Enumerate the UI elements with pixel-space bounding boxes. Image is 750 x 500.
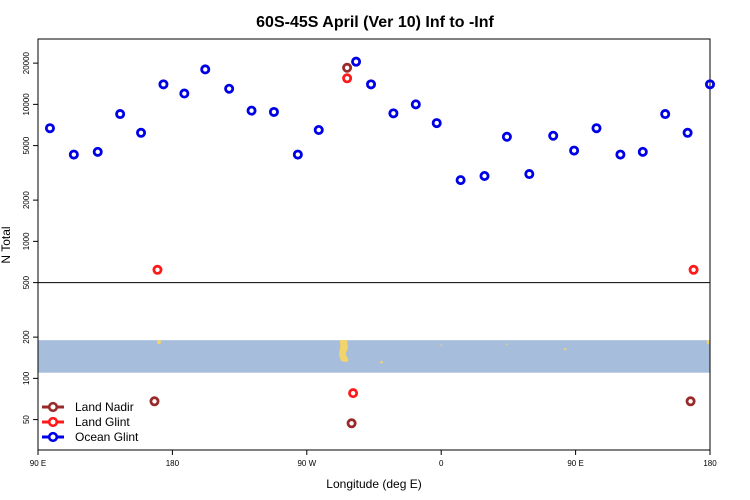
- point-ocean-glint: [246, 105, 257, 116]
- y-axis-label: N Total: [0, 226, 13, 263]
- point-land-glint: [348, 388, 359, 399]
- land-island: [156, 340, 161, 345]
- point-ocean-glint: [569, 145, 580, 156]
- point-ocean-glint: [548, 130, 559, 141]
- point-ocean-glint: [660, 109, 671, 120]
- land-south-america: [338, 340, 349, 363]
- point-ocean-glint: [410, 99, 421, 110]
- point-land-glint: [342, 73, 353, 84]
- legend-item-land-glint: Land Glint: [42, 415, 130, 429]
- point-land-nadir: [342, 62, 353, 73]
- point-ocean-glint: [224, 83, 235, 94]
- point-ocean-glint: [115, 109, 126, 120]
- point-ocean-glint: [591, 123, 602, 134]
- x-tick-label: 180: [703, 459, 717, 468]
- legend-item-land-nadir: Land Nadir: [42, 400, 134, 414]
- point-ocean-glint: [136, 127, 147, 138]
- x-tick-label: 0: [439, 459, 444, 468]
- point-ocean-glint: [268, 106, 279, 117]
- point-ocean-glint: [431, 118, 442, 129]
- y-axis: 50 100 200 500 1000 2000 5000 10000 20000: [22, 51, 38, 424]
- legend-label-land-nadir: Land Nadir: [75, 400, 134, 414]
- land-island: [440, 344, 443, 347]
- land-island: [380, 360, 383, 364]
- legend-item-ocean-glint: Ocean Glint: [42, 430, 139, 444]
- point-land-nadir: [685, 396, 696, 407]
- y-tick-label: 5000: [22, 136, 31, 154]
- y-tick-label: 1000: [22, 232, 31, 250]
- point-ocean-glint: [292, 149, 303, 160]
- x-axis-label: Longitude (deg E): [326, 477, 421, 491]
- y-tick-label: 50: [22, 415, 31, 424]
- plot-frame: [37, 38, 711, 451]
- y-tick-label: 10000: [22, 93, 31, 116]
- point-ocean-glint: [705, 79, 716, 90]
- y-tick-label: 100: [22, 371, 31, 385]
- point-ocean-glint: [388, 108, 399, 119]
- land-island: [506, 343, 508, 345]
- y-tick-label: 2000: [22, 191, 31, 209]
- legend: Land Nadir Land Glint Ocean Glint: [42, 400, 139, 444]
- point-ocean-glint: [615, 149, 626, 160]
- point-ocean-glint: [200, 64, 211, 75]
- x-tick-label: 90 W: [297, 459, 316, 468]
- ocean-band: [38, 340, 710, 373]
- map-strip: [38, 340, 711, 373]
- point-ocean-glint: [44, 123, 55, 134]
- point-ocean-glint: [158, 79, 169, 90]
- point-ocean-glint: [479, 170, 490, 181]
- point-land-nadir: [149, 396, 160, 407]
- x-tick-label: 180: [166, 459, 180, 468]
- point-ocean-glint: [366, 79, 377, 90]
- legend-label-land-glint: Land Glint: [75, 415, 130, 429]
- x-tick-label: 90 E: [567, 459, 583, 468]
- chart-title: 60S-45S April (Ver 10) Inf to -Inf: [256, 14, 494, 31]
- point-ocean-glint: [179, 88, 190, 99]
- point-ocean-glint: [351, 56, 362, 67]
- x-axis: 90 E 180 90 W 0 90 E 180: [30, 450, 717, 468]
- point-land-nadir: [346, 418, 357, 429]
- y-tick-label: 20000: [22, 51, 31, 74]
- point-ocean-glint: [455, 175, 466, 186]
- point-ocean-glint: [68, 149, 79, 160]
- y-tick-label: 200: [22, 330, 31, 344]
- land-features: [156, 340, 711, 364]
- legend-label-ocean-glint: Ocean Glint: [75, 430, 139, 444]
- point-ocean-glint: [637, 146, 648, 157]
- data-markers: [44, 56, 716, 429]
- point-land-glint: [152, 264, 163, 275]
- y-tick-label: 500: [22, 275, 31, 289]
- land-island: [563, 347, 567, 351]
- point-ocean-glint: [313, 124, 324, 135]
- point-ocean-glint: [501, 131, 512, 142]
- point-ocean-glint: [682, 127, 693, 138]
- point-land-glint: [688, 264, 699, 275]
- point-ocean-glint: [524, 169, 535, 180]
- point-ocean-glint: [92, 146, 103, 157]
- x-tick-label: 90 E: [30, 459, 46, 468]
